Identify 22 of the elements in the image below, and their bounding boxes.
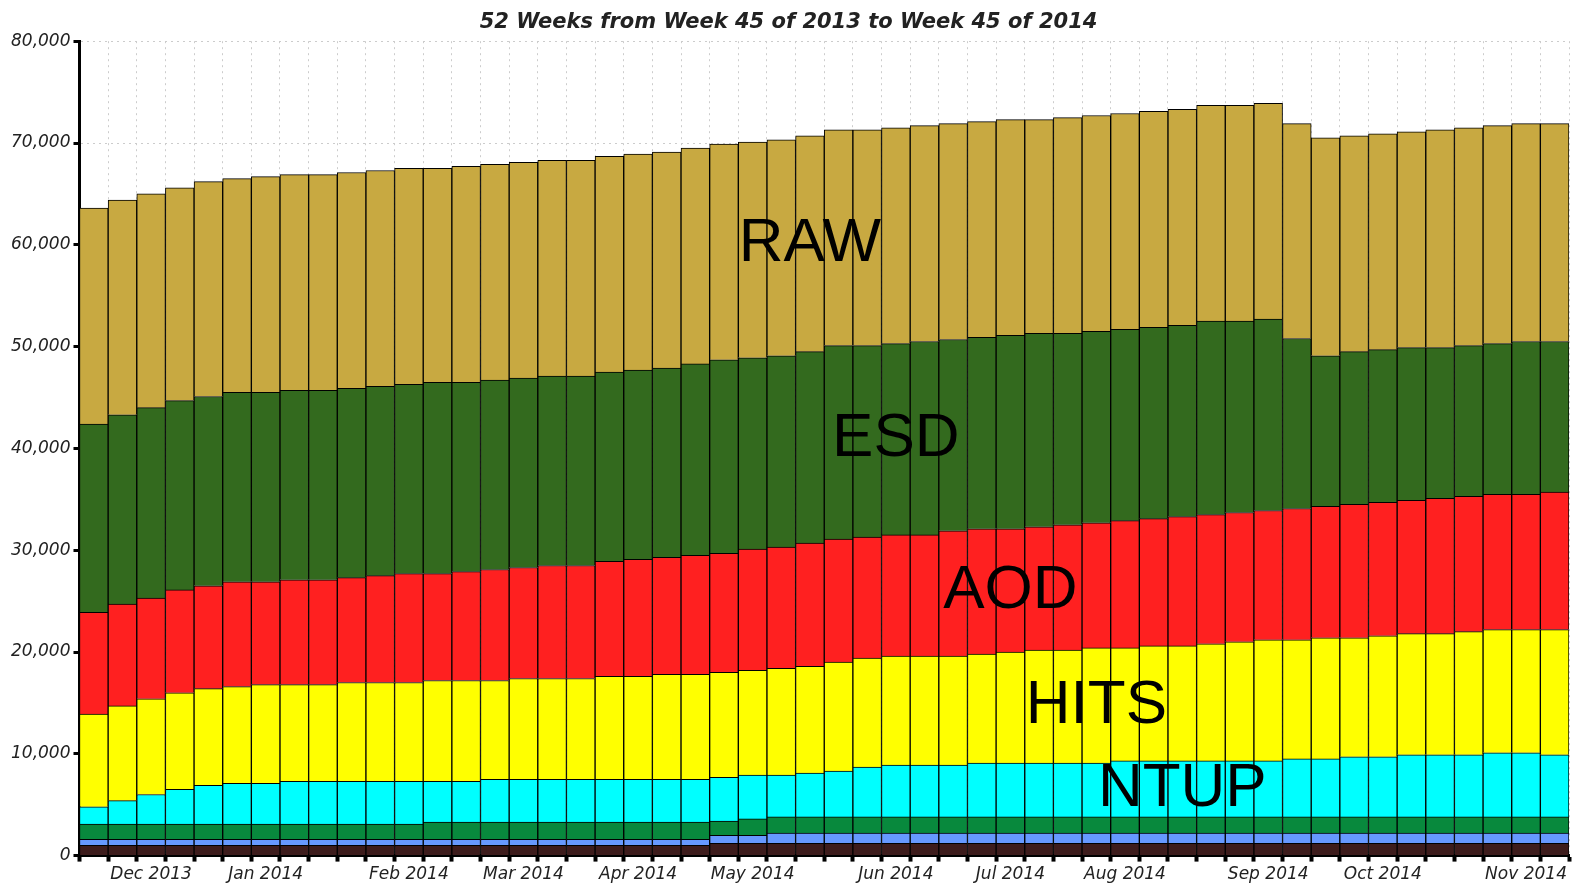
x-tick-label: Nov 2014 — [1485, 863, 1567, 884]
y-tick-label: 50,000 — [11, 335, 71, 356]
x-tick-label: Aug 2014 — [1083, 863, 1166, 884]
x-tick-label: Jun 2014 — [855, 863, 934, 884]
y-tick-label: 80,000 — [11, 29, 71, 50]
y-tick-label: 30,000 — [11, 538, 71, 559]
y-tick-label: 60,000 — [11, 233, 71, 254]
y-tick-label: 0 — [59, 844, 71, 865]
x-tick-label: Dec 2013 — [110, 863, 192, 884]
x-tick-label: May 2014 — [710, 863, 795, 884]
x-tick-label: Mar 2014 — [483, 863, 564, 884]
y-tick-label: 70,000 — [11, 131, 71, 152]
chart-title: 52 Weeks from Week 45 of 2013 to Week 45 of 2014 — [479, 9, 1098, 34]
x-tick-label: Jan 2014 — [225, 863, 304, 884]
x-tick-label: Oct 2014 — [1343, 863, 1422, 884]
x-tick-label: Sep 2014 — [1227, 863, 1309, 884]
y-tick-label: 10,000 — [11, 742, 71, 763]
x-tick-label: Apr 2014 — [598, 863, 678, 884]
y-tick-label: 40,000 — [11, 436, 71, 457]
x-tick-label: Feb 2014 — [369, 863, 449, 884]
y-tick-label: 20,000 — [11, 640, 71, 661]
x-tick-label: Jul 2014 — [972, 863, 1046, 884]
